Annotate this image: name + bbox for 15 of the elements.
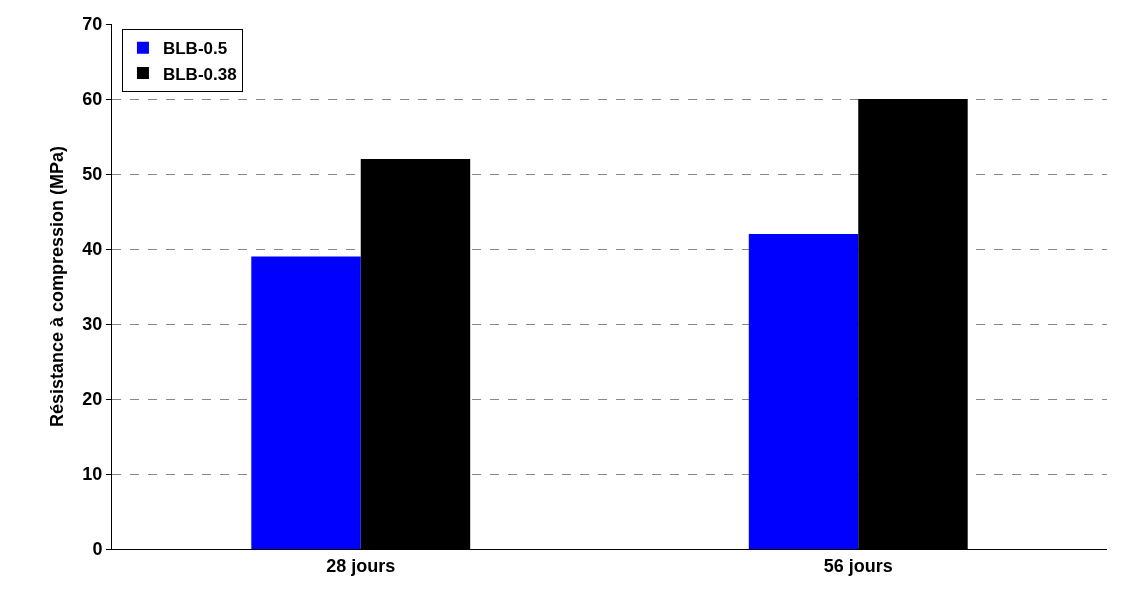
y-axis-title: Résistance à compression (MPa) (46, 145, 67, 428)
y-tick-label: 10 (82, 464, 103, 485)
y-tick-label: 50 (82, 164, 103, 185)
y-tick-label: 20 (82, 389, 103, 410)
x-tick-label: 28 jours (326, 555, 396, 576)
legend-label: BLB-0.5 (162, 39, 228, 59)
y-tick-label: 30 (82, 314, 103, 335)
legend-label: BLB-0.38 (162, 64, 237, 84)
x-tick-label: 56 jours (823, 555, 893, 576)
y-tick-label: 0 (92, 539, 103, 560)
y-tick-label: 60 (82, 89, 103, 110)
bar (251, 256, 361, 549)
y-tick-label: 70 (82, 14, 103, 35)
y-tick-label: 40 (82, 239, 103, 260)
bar (748, 234, 859, 549)
